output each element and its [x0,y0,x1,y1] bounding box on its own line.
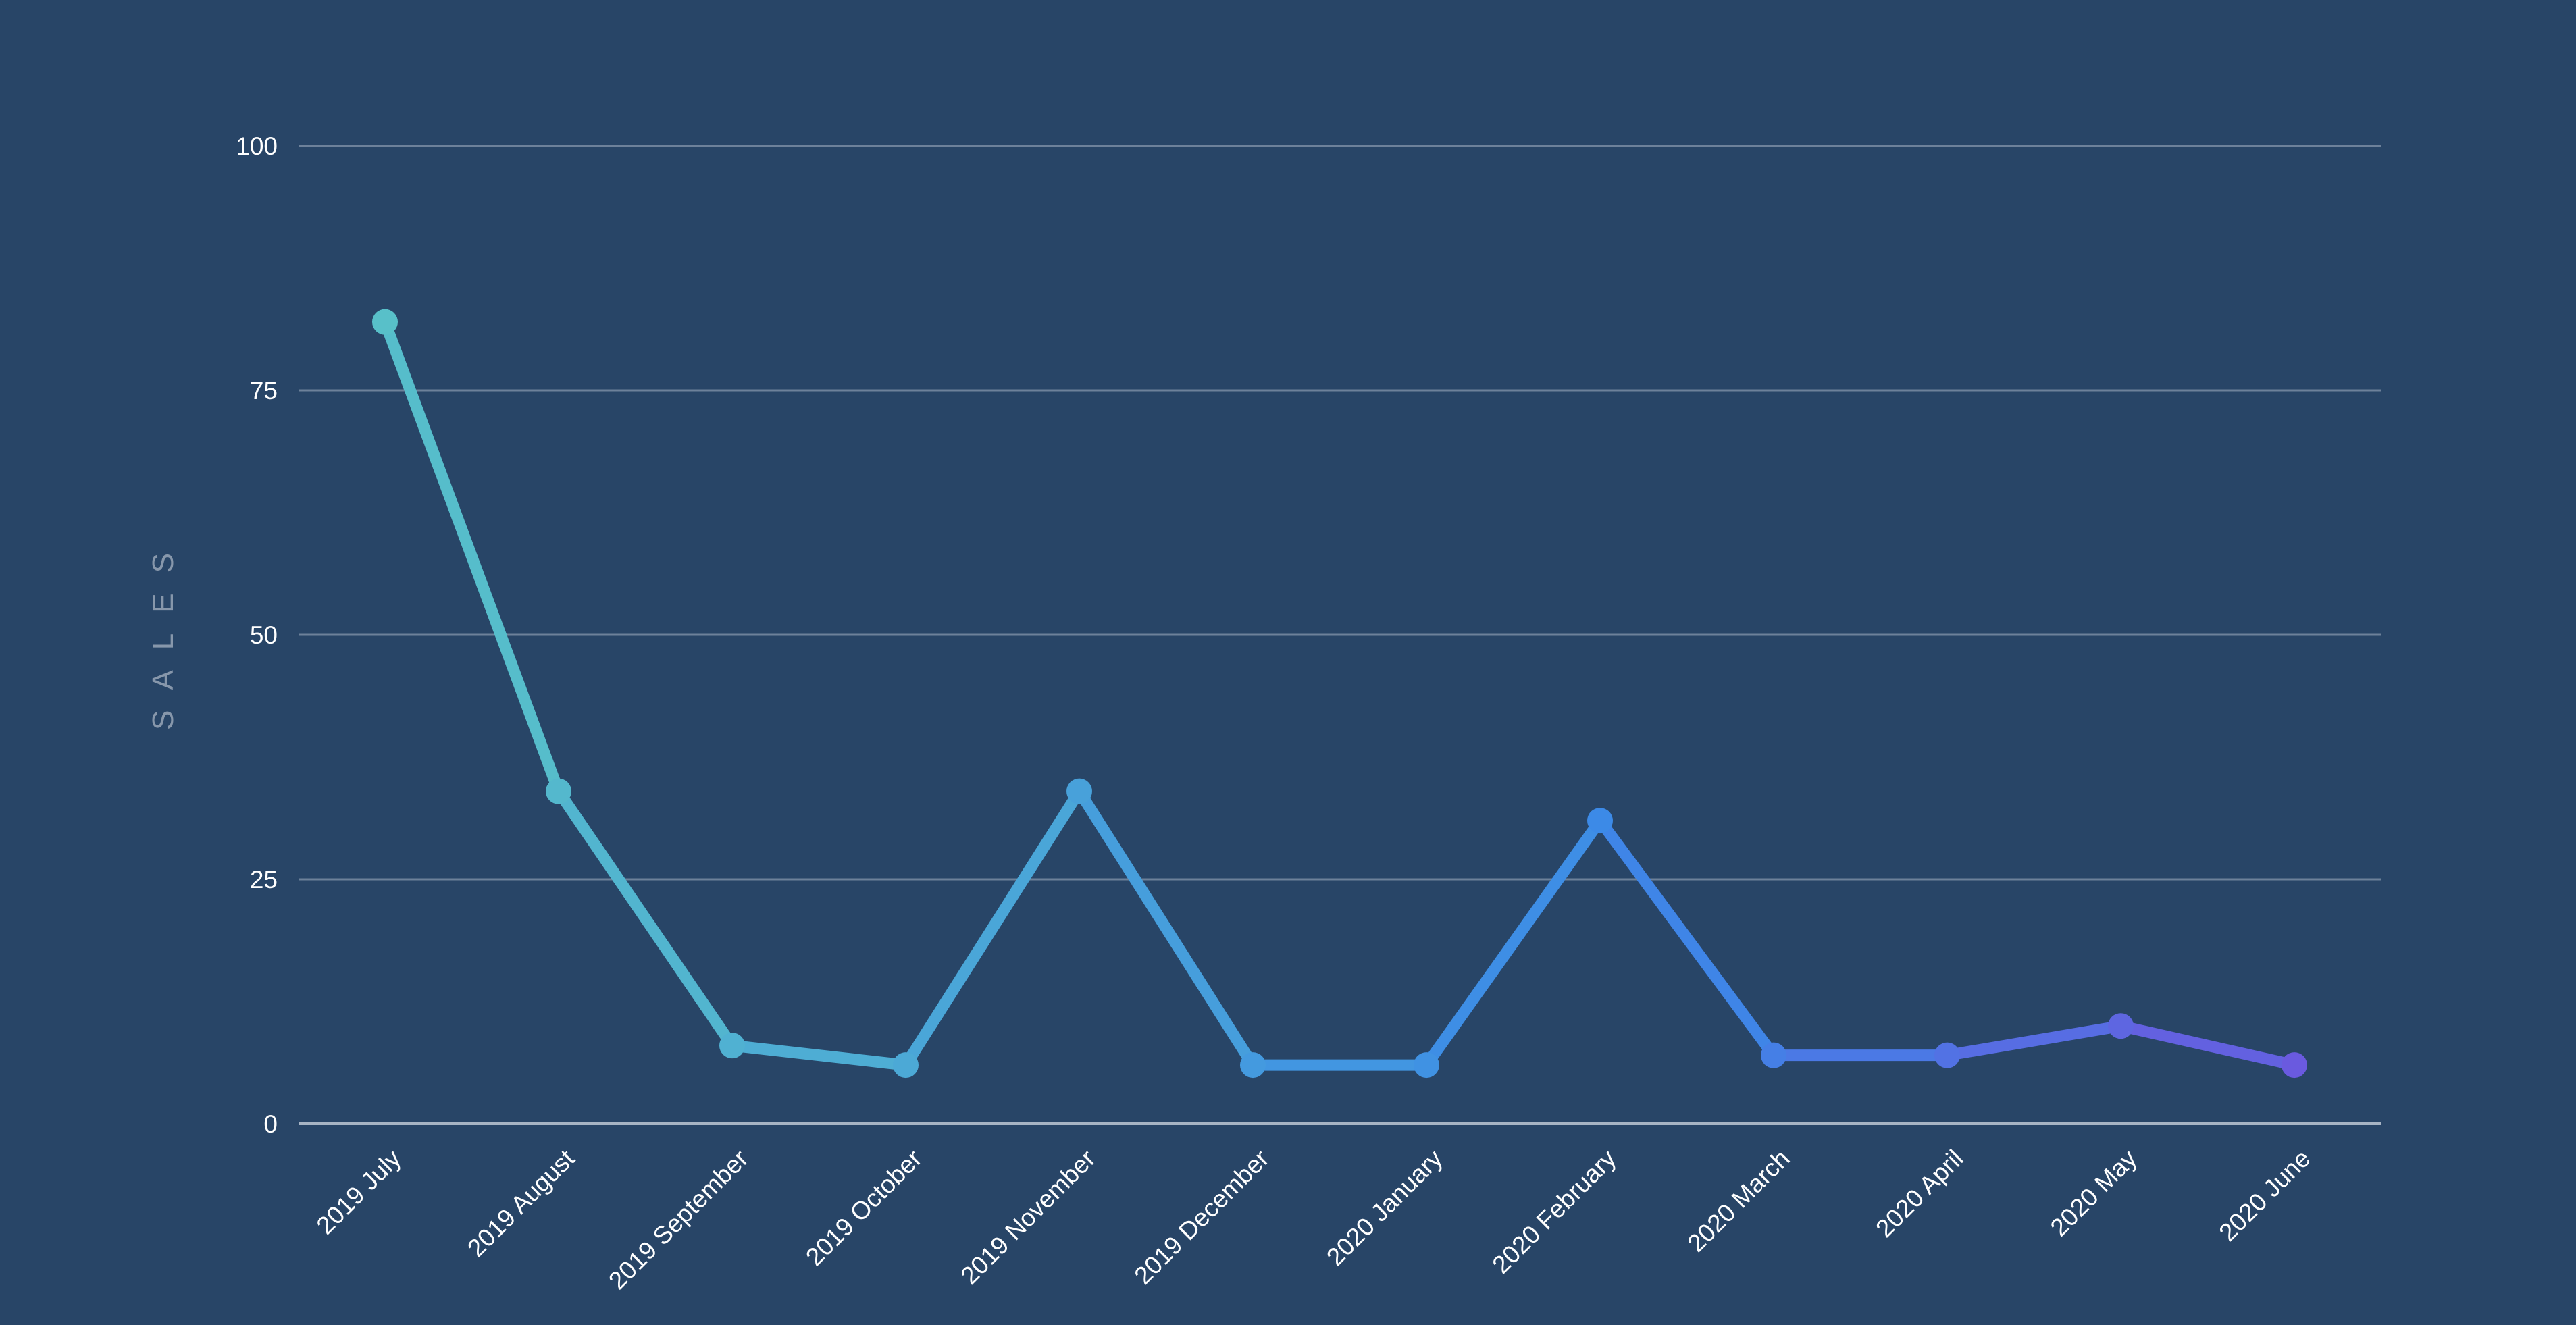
grid-lines [299,145,2381,1125]
series-line-segment [379,316,565,798]
series-line-segment [552,785,738,1051]
data-point [1761,1042,1786,1068]
y-axis-ticks: 0 25 50 75 100 [236,132,278,1138]
data-point [1587,808,1613,834]
data-point [2108,1013,2134,1039]
y-tick-label: 100 [236,132,278,160]
series-line-segment [1420,814,1606,1071]
sales-series [379,316,2300,1071]
series-line-segment [1941,1020,2127,1062]
y-axis-title: SALES [147,533,180,730]
data-point [1240,1052,1266,1079]
data-point [1934,1042,1960,1068]
data-point [1414,1052,1439,1079]
data-point [372,309,398,335]
sales-points [372,309,2307,1079]
data-point [2282,1052,2307,1079]
data-point [546,778,571,804]
y-tick-label: 25 [250,866,278,893]
series-line-segment [2115,1020,2300,1071]
series-line-segment [726,1039,912,1071]
series-line-segment [1594,814,1780,1062]
y-tick-label: 75 [250,377,278,405]
data-point [1066,778,1092,804]
data-point [893,1052,919,1079]
series-line-segment [1073,785,1259,1071]
series-line-segment [900,785,1085,1071]
data-point [719,1033,745,1059]
y-tick-label: 50 [250,621,278,649]
y-tick-label: 0 [263,1110,278,1138]
